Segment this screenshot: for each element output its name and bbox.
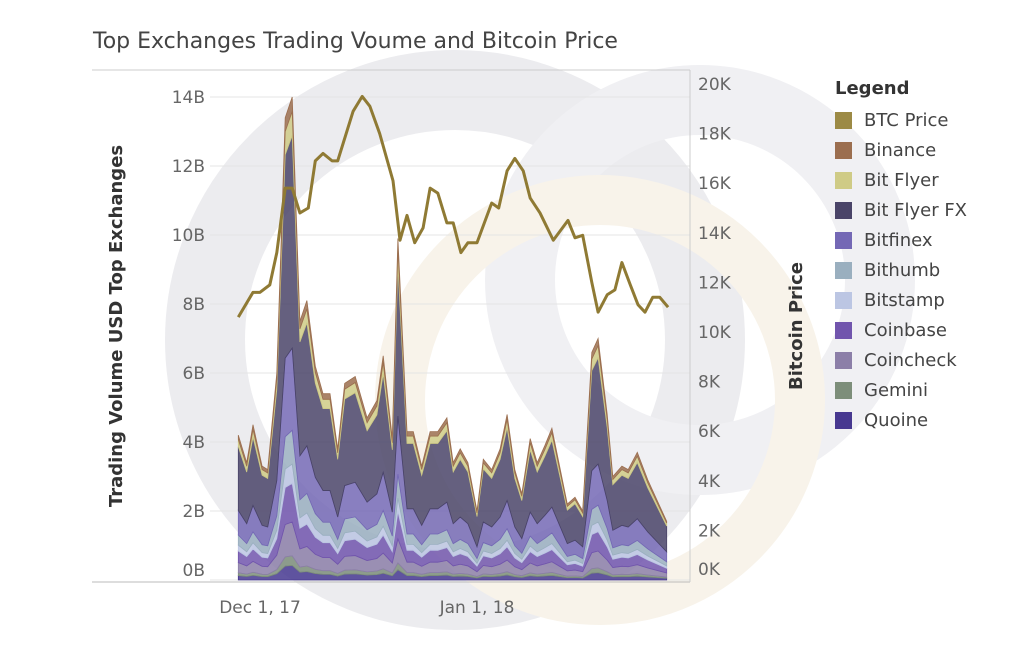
legend-title: Legend: [835, 78, 910, 99]
chart-title: Top Exchanges Trading Voume and Bitcoin …: [93, 29, 618, 54]
legend-label: Coinbase: [864, 319, 947, 341]
legend-label: Bitstamp: [864, 289, 945, 311]
legend-item[interactable]: Bithumb: [835, 255, 967, 285]
legend-item[interactable]: Bitstamp: [835, 285, 967, 315]
legend-item[interactable]: Bit Flyer: [835, 165, 967, 195]
y-tick-label: 2B: [183, 502, 205, 522]
y-right-tick-label: 14K: [698, 224, 732, 244]
y-right-tick-label: 18K: [698, 125, 732, 145]
legend-item[interactable]: Coincheck: [835, 345, 967, 375]
legend-label: Bithumb: [864, 259, 941, 281]
legend: Legend BTC Price Binance Bit Flyer Bit Flye…: [835, 78, 967, 435]
legend-swatch: [835, 321, 852, 339]
legend-swatch: [835, 201, 852, 219]
area-binance: [237, 96, 668, 524]
legend-swatch: [835, 111, 852, 129]
y-tick-label: 4B: [183, 433, 205, 453]
y-right-tick-label: 10K: [698, 323, 732, 343]
legend-swatch: [835, 351, 852, 369]
legend-swatch: [835, 231, 852, 249]
y-tick-label: 8B: [183, 295, 205, 315]
y-axis-title: Trading Volume USD Top Exchanges: [106, 145, 127, 507]
legend-item[interactable]: Coinbase: [835, 315, 967, 345]
y-right-axis-title: Bitcoin Price: [786, 262, 807, 390]
legend-label: BTC Price: [864, 109, 949, 131]
legend-swatch: [835, 261, 852, 279]
y-tick-label: 0B: [183, 561, 205, 581]
legend-item[interactable]: Bit Flyer FX: [835, 195, 967, 225]
legend-label: Coincheck: [864, 349, 957, 371]
legend-swatch: [835, 381, 852, 399]
y-right-tick-label: 4K: [698, 472, 721, 492]
y-right-tick-label: 16K: [698, 174, 732, 194]
legend-swatch: [835, 411, 852, 429]
legend-label: Bit Flyer FX: [864, 199, 968, 221]
line-btc-price: [237, 94, 670, 318]
y-tick-label: 14B: [172, 88, 205, 108]
y-right-tick-label: 0K: [698, 560, 721, 580]
y-tick-label: 6B: [183, 364, 205, 384]
y-right-tick-label: 20K: [698, 75, 732, 95]
legend-swatch: [835, 141, 852, 159]
legend-label: Bit Flyer: [864, 169, 939, 191]
x-tick-label: Dec 1, 17: [219, 598, 301, 618]
legend-label: Gemini: [864, 379, 928, 401]
legend-swatch: [835, 291, 852, 309]
legend-item[interactable]: BTC Price: [835, 105, 967, 135]
y-tick-label: 10B: [172, 226, 205, 246]
y-right-tick-label: 12K: [698, 273, 732, 293]
legend-label: Bitfinex: [864, 229, 933, 251]
y-right-tick-label: 8K: [698, 373, 721, 393]
watermark-logo: [165, 50, 915, 630]
y-right-tick-label: 6K: [698, 422, 721, 442]
y-tick-label: 12B: [172, 157, 205, 177]
legend-item[interactable]: Gemini: [835, 375, 967, 405]
legend-item[interactable]: Binance: [835, 135, 967, 165]
legend-label: Binance: [864, 139, 937, 161]
legend-swatch: [835, 171, 852, 189]
x-tick-label: Jan 1, 18: [439, 598, 515, 618]
y-right-tick-label: 2K: [698, 521, 721, 541]
legend-item[interactable]: Bitfinex: [835, 225, 967, 255]
legend-label: Quoine: [864, 409, 929, 431]
legend-item[interactable]: Quoine: [835, 405, 967, 435]
